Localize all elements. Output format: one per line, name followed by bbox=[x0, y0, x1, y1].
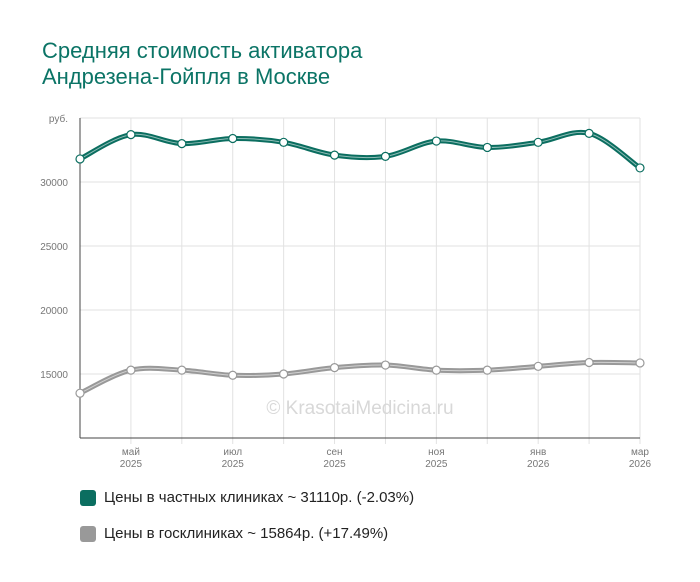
x-tick-month-label: май bbox=[122, 447, 140, 458]
x-tick-year-label: 2025 bbox=[425, 459, 448, 470]
data-point-public bbox=[533, 361, 543, 371]
data-point-private bbox=[177, 139, 187, 149]
data-point-public bbox=[380, 360, 391, 370]
data-point-public bbox=[126, 365, 136, 375]
data-point-public bbox=[482, 365, 492, 375]
legend-swatch-private bbox=[80, 489, 96, 506]
data-point-private bbox=[380, 151, 391, 161]
data-point-public bbox=[635, 358, 645, 368]
data-point-private bbox=[279, 137, 289, 147]
y-tick-label: 15000 bbox=[40, 370, 68, 381]
x-tick-year-label: 2026 bbox=[527, 459, 550, 470]
x-tick-month-label: сен bbox=[326, 447, 342, 458]
chart-title-line-1: Средняя стоимость активатора bbox=[42, 38, 363, 63]
y-tick-label: 30000 bbox=[40, 178, 68, 189]
data-point-private bbox=[431, 136, 441, 146]
data-point-private bbox=[329, 150, 340, 160]
data-point-public bbox=[431, 365, 441, 375]
data-point-public bbox=[329, 363, 340, 373]
line-chart: 15000200002500030000руб.май2025июл2025се… bbox=[40, 113, 652, 470]
legend-label-public: Цены в госклиниках ~ 15864р. (+17.49%) bbox=[104, 525, 389, 542]
data-point-public bbox=[177, 365, 187, 375]
data-point-private bbox=[584, 128, 594, 138]
legend-label-private: Цены в частных клиниках ~ 31110р. (-2.03… bbox=[104, 489, 415, 506]
y-tick-label: 20000 bbox=[40, 306, 68, 317]
data-point-public bbox=[584, 357, 594, 368]
legend-item-private: Цены в частных клиниках ~ 31110р. (-2.03… bbox=[80, 489, 414, 506]
chart-title-line-2: Андрезена-Гойпля в Москве bbox=[42, 64, 331, 89]
chart-title: Средняя стоимость активатора Андрезена-Г… bbox=[42, 38, 642, 90]
data-point-private bbox=[228, 133, 238, 144]
data-point-public bbox=[75, 388, 85, 398]
data-point-private bbox=[482, 142, 492, 153]
y-axis-unit-label: руб. bbox=[49, 113, 68, 125]
data-point-private bbox=[126, 130, 136, 140]
x-tick-year-label: 2025 bbox=[323, 459, 346, 470]
data-point-public bbox=[279, 369, 289, 379]
data-point-public bbox=[228, 370, 238, 380]
data-point-private bbox=[635, 163, 645, 173]
legend-item-public: Цены в госклиниках ~ 15864р. (+17.49%) bbox=[80, 525, 388, 542]
series-line-public bbox=[77, 359, 643, 396]
x-tick-month-label: ноя bbox=[428, 447, 445, 458]
x-tick-month-label: июл bbox=[223, 447, 242, 458]
x-tick-month-label: янв bbox=[530, 447, 546, 458]
legend-swatch-public bbox=[80, 525, 96, 542]
x-tick-year-label: 2025 bbox=[222, 459, 245, 470]
data-point-private bbox=[533, 137, 543, 147]
x-tick-year-label: 2026 bbox=[629, 459, 652, 470]
data-point-private bbox=[75, 154, 85, 164]
x-tick-year-label: 2025 bbox=[120, 459, 143, 470]
x-tick-month-label: мар bbox=[631, 447, 649, 458]
watermark: © KrasotaiMedicina.ru bbox=[266, 398, 453, 419]
y-tick-label: 25000 bbox=[40, 242, 68, 253]
